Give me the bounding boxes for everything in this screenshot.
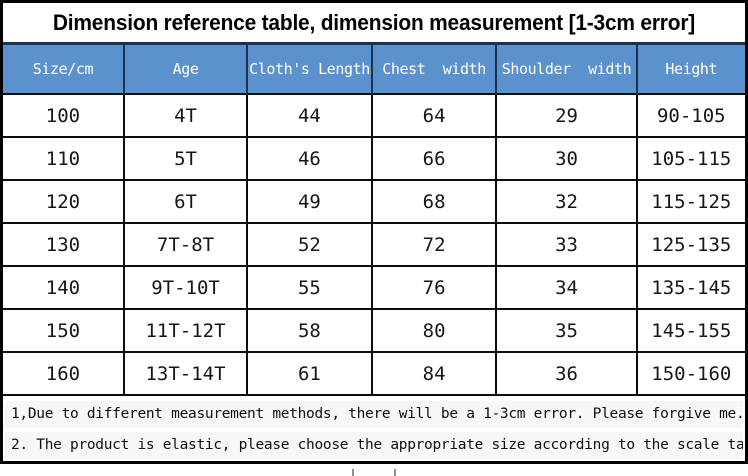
table-cell: 5T bbox=[122, 136, 249, 181]
table-cell: 66 bbox=[370, 136, 498, 181]
note-elastic-product: 2. The product is elastic, please choose… bbox=[5, 432, 743, 459]
table-cell: 11T-12T bbox=[122, 308, 249, 353]
table-cell: 7T-8T bbox=[122, 222, 249, 267]
title-band: Dimension reference table, dimension mea… bbox=[3, 3, 745, 42]
cropped-next-table-cell bbox=[352, 469, 396, 476]
size-table: Size/cm Age Cloth's Length Chest width S… bbox=[3, 42, 745, 396]
table-cell: 35 bbox=[495, 308, 638, 353]
table-cell: 125-135 bbox=[635, 222, 745, 267]
table-cell: 58 bbox=[246, 308, 373, 353]
page-title: Dimension reference table, dimension mea… bbox=[52, 9, 696, 35]
column-header-age: Age bbox=[122, 42, 248, 94]
table-row: 100 4T 44 64 29 90-105 bbox=[3, 93, 745, 138]
table-row: 140 9T-10T 55 76 34 135-145 bbox=[3, 265, 745, 310]
table-cell: 150-160 bbox=[635, 351, 745, 396]
size-table-header: Size/cm Age Cloth's Length Chest width S… bbox=[3, 42, 745, 94]
column-header-chest: Chest width bbox=[370, 42, 497, 94]
table-cell: 130 bbox=[3, 222, 125, 267]
table-cell: 140 bbox=[3, 265, 125, 310]
table-row: 150 11T-12T 58 80 35 145-155 bbox=[3, 308, 745, 353]
column-header-height: Height bbox=[635, 42, 745, 94]
table-cell: 72 bbox=[370, 222, 498, 267]
notes-section: 1,Due to different measurement methods, … bbox=[3, 396, 745, 459]
table-cell: 150 bbox=[3, 308, 125, 353]
table-row: 110 5T 46 66 30 105-115 bbox=[3, 136, 745, 181]
header-row: Size/cm Age Cloth's Length Chest width S… bbox=[3, 42, 745, 94]
table-cell: 46 bbox=[246, 136, 373, 181]
table-cell: 61 bbox=[246, 351, 373, 396]
table-cell: 9T-10T bbox=[122, 265, 249, 310]
table-cell: 49 bbox=[246, 179, 373, 224]
table-cell: 34 bbox=[495, 265, 638, 310]
table-cell: 44 bbox=[246, 93, 373, 138]
table-cell: 68 bbox=[370, 179, 498, 224]
column-header-length: Cloth's Length bbox=[246, 42, 372, 94]
table-cell: 64 bbox=[370, 93, 498, 138]
column-header-shoulder: Shoulder width bbox=[495, 42, 637, 94]
table-cell: 33 bbox=[495, 222, 638, 267]
table-row: 130 7T-8T 52 72 33 125-135 bbox=[3, 222, 745, 267]
column-header-size: Size/cm bbox=[3, 42, 124, 94]
table-cell: 80 bbox=[370, 308, 498, 353]
table-cell: 110 bbox=[3, 136, 125, 181]
table-row: 160 13T-14T 61 84 36 150-160 bbox=[3, 351, 745, 396]
table-row: 120 6T 49 68 32 115-125 bbox=[3, 179, 745, 224]
table-cell: 55 bbox=[246, 265, 373, 310]
table-cell: 76 bbox=[370, 265, 498, 310]
table-cell: 32 bbox=[495, 179, 638, 224]
table-cell: 120 bbox=[3, 179, 125, 224]
table-cell: 90-105 bbox=[635, 93, 745, 138]
table-cell: 105-115 bbox=[635, 136, 745, 181]
size-table-body: 100 4T 44 64 29 90-105 110 5T 46 66 30 105-115 120 6T… bbox=[3, 93, 745, 396]
table-cell: 6T bbox=[122, 179, 249, 224]
table-cell: 52 bbox=[246, 222, 373, 267]
table-cell: 84 bbox=[370, 351, 498, 396]
table-cell: 145-155 bbox=[635, 308, 745, 353]
table-cell: 4T bbox=[122, 93, 249, 138]
table-cell: 100 bbox=[3, 93, 125, 138]
table-cell: 29 bbox=[495, 93, 638, 138]
table-cell: 160 bbox=[3, 351, 125, 396]
size-chart-frame: Dimension reference table, dimension mea… bbox=[0, 0, 748, 464]
table-cell: 36 bbox=[495, 351, 638, 396]
note-measurement-error: 1,Due to different measurement methods, … bbox=[5, 401, 743, 428]
table-cell: 13T-14T bbox=[122, 351, 249, 396]
table-cell: 115-125 bbox=[635, 179, 745, 224]
table-cell: 135-145 bbox=[635, 265, 745, 310]
table-cell: 30 bbox=[495, 136, 638, 181]
